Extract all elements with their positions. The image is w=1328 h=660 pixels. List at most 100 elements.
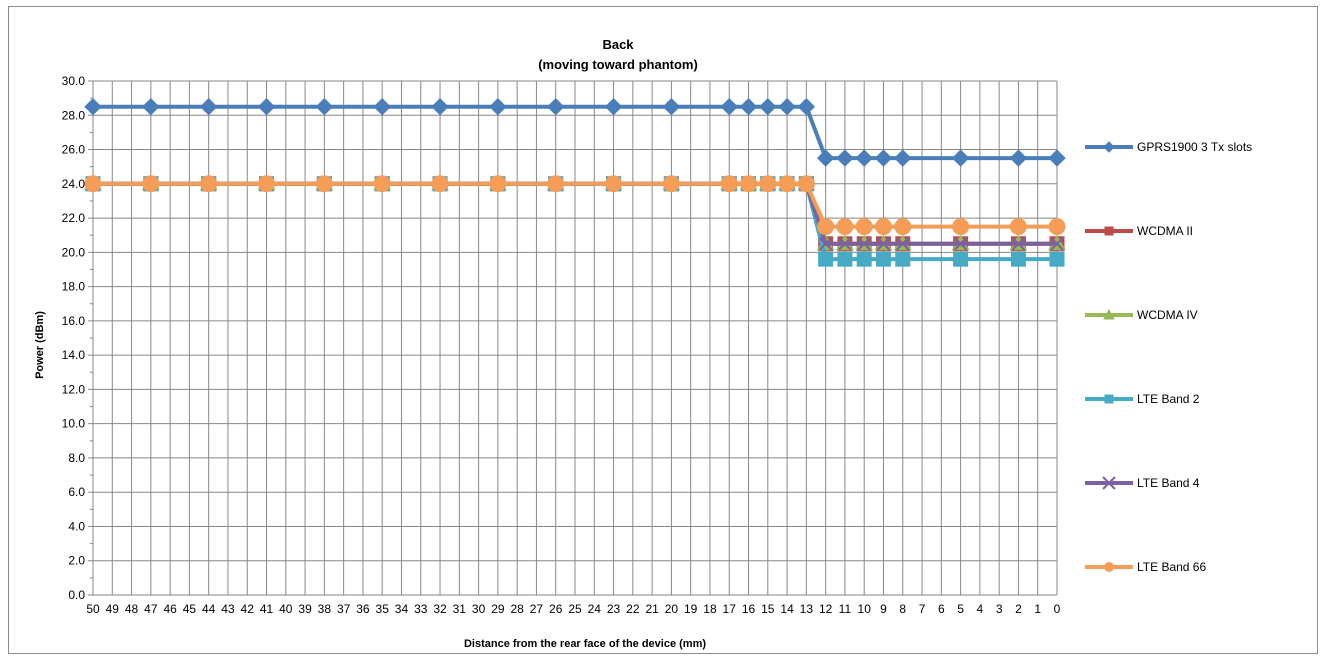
data-point [84,175,102,193]
data-point [1009,218,1027,236]
legend-item: LTE Band 2 [1085,392,1200,406]
x-tick-label: 7 [919,602,926,616]
x-tick-label: 27 [530,602,544,616]
x-tick-label: 1 [1034,602,1041,616]
y-axis-title: Power (dBm) [34,311,46,379]
x-tick-label: 42 [241,602,255,616]
data-point [662,97,681,116]
y-tick-label: 18.0 [62,280,86,294]
data-point [1048,149,1066,167]
legend-label: LTE Band 2 [1137,392,1200,406]
y-tick-label: 12.0 [62,382,86,396]
x-tick-label: 49 [106,602,120,616]
x-tick-label: 5 [957,602,964,616]
x-tick-label: 30 [472,602,486,616]
x-tick-label: 8 [899,602,906,616]
legend-item: GPRS1900 3 Tx slots [1085,140,1252,154]
data-point [759,97,777,116]
x-marker-stroke [953,237,968,251]
x-tick-label: 12 [819,602,833,616]
x-tick-label: 10 [858,602,872,616]
data-point [818,237,833,251]
legend-item: LTE Band 4 [1085,476,1200,490]
data-point [951,149,970,167]
x-tick-label: 2 [1015,602,1022,616]
legend-label: WCDMA IV [1137,308,1198,322]
x-tick-label: 31 [453,602,467,616]
data-point [431,175,449,193]
x-tick-label: 16 [742,602,756,616]
x-tick-label: 39 [298,602,312,616]
data-point [874,218,892,236]
data-point [836,218,854,236]
x-tick-label: 29 [491,602,505,616]
x-tick-label: 33 [414,602,428,616]
data-point [895,251,911,267]
x-marker-stroke [1050,237,1064,251]
data-point [1010,251,1026,267]
legend: GPRS1900 3 Tx slots WCDMA II WCDMA IV LTE B… [1085,140,1252,574]
data-point [874,149,893,167]
x-tick-label: 14 [780,602,794,616]
y-tick-label: 0.0 [68,588,85,602]
data-point [489,175,507,193]
x-tick-label: 43 [221,602,235,616]
data-point [836,149,854,167]
data-point [896,237,910,251]
chart-title: Back [602,37,634,52]
data-point [373,97,391,116]
legend-marker [1103,308,1115,320]
data-point [778,175,796,193]
legend-label: LTE Band 4 [1137,476,1200,490]
chart-subtitle: (moving toward phantom) [538,57,698,72]
y-tick-label: 24.0 [62,177,86,191]
data-point [855,149,873,167]
x-tick-label: 13 [800,602,814,616]
x-tick-label: 25 [568,602,582,616]
legend-item: WCDMA II [1085,224,1193,238]
data-point [1049,251,1065,267]
data-point [547,175,565,193]
x-tick-label: 15 [761,602,775,616]
chart-frame: 50 49 48 47 46 45 44 43 42 41 40 39 38 37 36 35 34 33 32 31… [8,6,1318,654]
x-tick-label: 32 [433,602,447,616]
x-marker-stroke [818,237,833,251]
y-tick-label: 4.0 [68,519,85,533]
legend-label: LTE Band 66 [1137,560,1206,574]
x-tick-label: 28 [510,602,524,616]
data-point [838,237,852,251]
x-tick-label: 9 [880,602,887,616]
data-point [720,97,738,116]
x-tick-label: 36 [356,602,370,616]
data-point [856,251,872,267]
x-tick-label: 44 [202,602,216,616]
data-point [797,97,816,116]
gridlines [93,80,1058,595]
y-tick-label: 22.0 [62,211,86,225]
data-point [142,97,160,116]
x-tick-label: 38 [318,602,332,616]
data-point [855,218,873,236]
data-point [797,175,815,193]
x-axis-title: Distance from the rear face of the devic… [464,638,706,650]
x-tick-label: 26 [549,602,563,616]
legend-item: LTE Band 66 [1085,560,1206,574]
x-tick-label: 22 [626,602,640,616]
data-point [894,218,912,236]
data-point [142,175,160,193]
x-tick-label: 37 [337,602,351,616]
data-point [816,149,835,167]
y-tick-label: 6.0 [68,485,85,499]
y-tick-label: 20.0 [62,245,86,259]
data-point [605,175,623,193]
y-tick-label: 28.0 [62,108,86,122]
data-point [547,97,565,116]
data-point [315,175,333,193]
x-tick-label: 4 [977,602,984,616]
data-point [720,175,738,193]
data-point [257,97,276,116]
data-point [837,251,853,267]
data-point [857,237,871,251]
data-point [818,251,834,267]
x-marker-stroke [1011,237,1026,251]
